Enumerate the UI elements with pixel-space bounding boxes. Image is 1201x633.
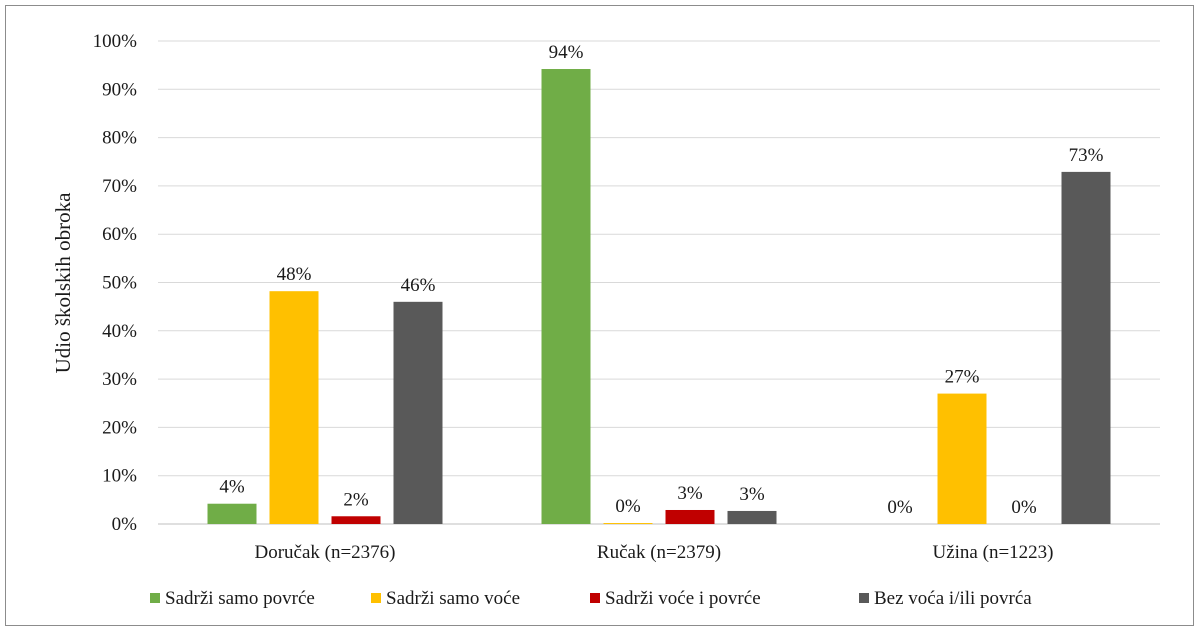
data-label: 4%	[219, 477, 245, 498]
data-labels: 4% 48% 2% 46% 94% 0% 3% 3% 0% 27% 0% 73%	[219, 42, 1103, 518]
x-tick-label: Ručak (n=2379)	[597, 542, 721, 563]
x-tick-label: Doručak (n=2376)	[254, 542, 395, 563]
legend-label: Sadrži samo povrće	[165, 588, 315, 609]
data-label: 0%	[1011, 497, 1037, 518]
y-tick-label: 60%	[102, 224, 137, 245]
y-tick-label: 0%	[112, 514, 138, 535]
y-tick-label: 10%	[102, 466, 137, 487]
x-tick-label: Užina (n=1223)	[933, 542, 1054, 563]
x-axis-ticks: Doručak (n=2376) Ručak (n=2379) Užina (n=1…	[254, 542, 1053, 563]
bars	[207, 69, 1111, 524]
y-tick-label: 30%	[102, 369, 137, 390]
data-label: 94%	[549, 42, 584, 63]
legend-swatch	[371, 593, 381, 603]
bar	[603, 523, 653, 524]
data-label: 0%	[615, 496, 641, 517]
legend-swatch	[590, 593, 600, 603]
legend-label: Sadrži samo voće	[386, 588, 520, 609]
gridlines	[158, 40, 1160, 525]
legend: Sadrži samo povrće Sadrži samo voće Sadrži…	[150, 588, 1032, 609]
y-tick-label: 20%	[102, 417, 137, 438]
data-label: 3%	[739, 484, 765, 505]
bar	[541, 69, 591, 524]
data-label: 0%	[887, 497, 913, 518]
y-tick-label: 80%	[102, 128, 137, 149]
y-tick-label: 70%	[102, 176, 137, 197]
y-tick-label: 100%	[93, 31, 138, 52]
y-tick-label: 90%	[102, 79, 137, 100]
legend-label: Sadrži voće i povrće	[605, 588, 761, 609]
data-label: 27%	[945, 367, 980, 388]
y-axis-label: Udio školskih obroka	[51, 192, 75, 374]
bar	[937, 393, 987, 524]
legend-label: Bez voća i/ili povrća	[874, 588, 1032, 609]
data-label: 2%	[343, 489, 369, 510]
bar	[393, 301, 443, 524]
chart-frame	[5, 5, 1194, 626]
bar	[269, 291, 319, 524]
legend-swatch	[150, 593, 160, 603]
bar	[665, 509, 715, 524]
data-label: 73%	[1069, 145, 1104, 166]
bar	[727, 510, 777, 524]
bar	[331, 516, 381, 524]
y-tick-label: 40%	[102, 321, 137, 342]
bar	[207, 503, 257, 524]
legend-swatch	[859, 593, 869, 603]
data-label: 48%	[277, 264, 312, 285]
bar	[1061, 171, 1111, 524]
data-label: 46%	[401, 275, 436, 296]
y-tick-label: 50%	[102, 273, 137, 294]
y-axis-ticks: 0% 10% 20% 30% 40% 50% 60% 70% 80% 90% 100%	[93, 31, 138, 535]
data-label: 3%	[677, 483, 703, 504]
